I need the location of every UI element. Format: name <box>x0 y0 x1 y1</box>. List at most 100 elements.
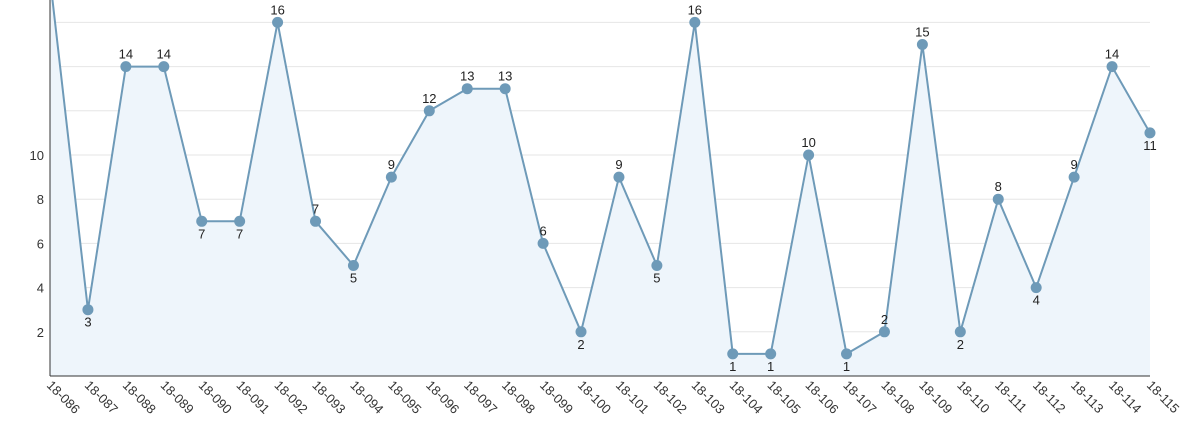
y-tick-label: 4 <box>37 281 44 296</box>
x-tick-labels: 18-08618-08718-08818-08918-09018-09118-0… <box>44 378 1183 417</box>
x-tick-label: 18-101 <box>613 378 652 417</box>
y-tick-label: 6 <box>37 236 44 251</box>
x-tick-label: 18-110 <box>954 378 993 417</box>
data-point[interactable] <box>841 348 853 360</box>
data-label: 13 <box>498 69 512 84</box>
y-tick-label: 2 <box>37 325 44 340</box>
data-point[interactable] <box>82 304 94 316</box>
x-tick-label: 18-098 <box>499 378 538 417</box>
data-label: 14 <box>157 47 171 62</box>
data-point[interactable] <box>158 61 170 73</box>
y-tick-label: 8 <box>37 192 44 207</box>
series-line-layer <box>51 0 1151 355</box>
x-tick-label: 18-109 <box>916 378 955 417</box>
x-tick-label: 18-113 <box>1068 378 1107 417</box>
data-label: 14 <box>1105 47 1119 62</box>
data-point[interactable] <box>575 326 587 338</box>
x-tick-label: 18-090 <box>196 378 235 417</box>
data-point[interactable] <box>765 348 777 360</box>
data-point[interactable] <box>272 16 284 28</box>
x-tick-label: 18-114 <box>1106 378 1145 417</box>
data-label: 1 <box>843 359 850 374</box>
data-point[interactable] <box>120 61 132 73</box>
data-label: 15 <box>915 25 929 40</box>
x-tick-label: 18-096 <box>423 378 462 417</box>
data-label: 12 <box>422 91 436 106</box>
x-tick-label: 18-091 <box>234 378 273 417</box>
data-point[interactable] <box>499 83 511 95</box>
data-label: 14 <box>119 47 133 62</box>
x-tick-label: 18-103 <box>689 378 728 417</box>
y-tick-labels: 2 4 6 8 10 <box>30 148 44 340</box>
data-point[interactable] <box>310 215 322 227</box>
data-point[interactable] <box>803 149 815 161</box>
x-tick-label: 18-099 <box>537 378 576 417</box>
data-label: 8 <box>995 179 1002 194</box>
x-tick-label: 18-097 <box>461 378 500 417</box>
data-point[interactable] <box>196 215 208 227</box>
axes <box>49 0 1150 377</box>
data-point[interactable] <box>727 348 739 360</box>
data-point[interactable] <box>385 171 397 183</box>
data-label: 2 <box>957 337 964 352</box>
series-area <box>50 0 1150 376</box>
data-label: 5 <box>653 271 660 286</box>
data-point[interactable] <box>1030 282 1042 294</box>
data-label: 5 <box>350 271 357 286</box>
data-point[interactable] <box>347 260 359 271</box>
data-label: 2 <box>577 337 584 352</box>
x-tick-label: 18-108 <box>878 378 917 417</box>
x-tick-label: 18-111 <box>992 378 1030 416</box>
data-point[interactable] <box>916 39 928 50</box>
data-label: 6 <box>539 223 546 238</box>
x-tick-label: 18-093 <box>309 378 348 417</box>
x-tick-label: 18-087 <box>82 378 121 417</box>
data-point[interactable] <box>537 237 549 249</box>
data-point[interactable] <box>1106 61 1118 73</box>
x-tick-label: 18-104 <box>727 378 766 417</box>
data-point[interactable] <box>954 326 966 338</box>
data-point[interactable] <box>878 326 890 338</box>
x-tick-label: 18-115 <box>1144 378 1183 417</box>
x-tick-label: 18-086 <box>44 378 83 417</box>
data-label: 16 <box>270 2 284 17</box>
data-label: 2 <box>881 312 888 327</box>
data-label: 4 <box>1033 293 1040 308</box>
data-label: 9 <box>615 157 622 172</box>
data-point[interactable] <box>423 105 435 117</box>
data-point[interactable] <box>234 215 246 227</box>
x-tick-label: 18-092 <box>271 378 310 417</box>
data-label: 7 <box>312 201 319 216</box>
data-label: 13 <box>460 69 474 84</box>
data-point[interactable] <box>613 171 625 183</box>
data-label: 10 <box>801 135 815 150</box>
x-tick-label: 18-105 <box>765 378 804 417</box>
x-tick-label: 18-100 <box>575 378 614 417</box>
data-point[interactable] <box>992 193 1004 205</box>
data-point[interactable] <box>651 260 663 271</box>
data-label: 9 <box>1070 157 1077 172</box>
data-label: 1 <box>767 359 774 374</box>
series-line <box>51 0 1151 355</box>
data-point[interactable] <box>1068 171 1080 183</box>
data-label: 16 <box>688 2 702 17</box>
x-tick-label: 18-088 <box>120 378 159 417</box>
data-label: 11 <box>1143 138 1157 153</box>
markers-layer <box>82 16 1156 360</box>
data-label: 7 <box>236 226 243 241</box>
x-tick-label: 18-102 <box>651 378 690 417</box>
x-tick-label: 18-089 <box>158 378 197 417</box>
x-tick-label: 18-094 <box>347 378 386 417</box>
data-point[interactable] <box>1144 127 1156 139</box>
area-fill-layer <box>50 0 1150 376</box>
data-label: 1 <box>729 359 736 374</box>
data-label: 7 <box>198 226 205 241</box>
x-tick-label: 18-095 <box>385 378 424 417</box>
data-point[interactable] <box>461 83 473 95</box>
data-point[interactable] <box>689 16 701 28</box>
data-label: 3 <box>84 315 91 330</box>
x-tick-label: 18-107 <box>840 378 879 417</box>
